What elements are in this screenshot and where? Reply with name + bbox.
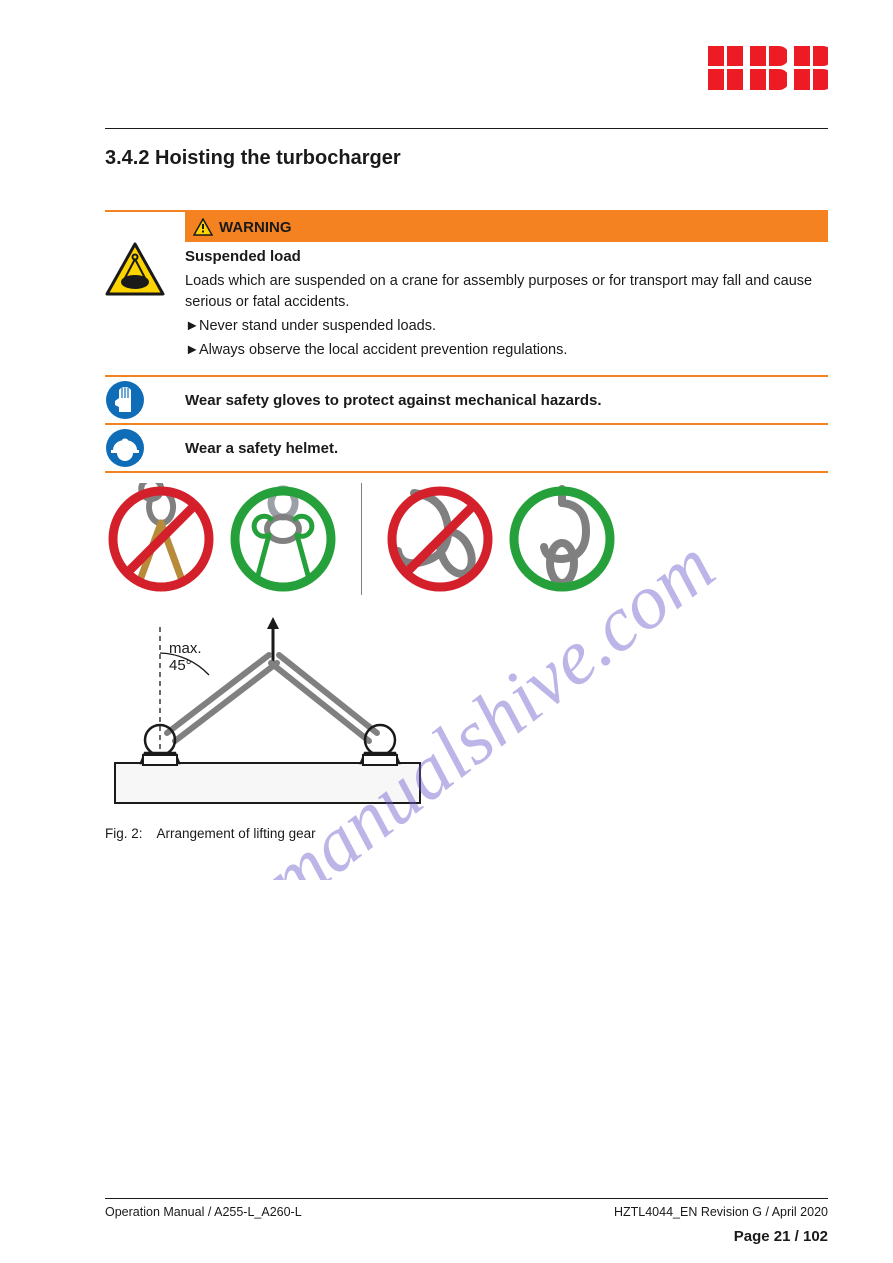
warning-heading: Suspended load	[185, 248, 828, 265]
lifting-angle-figure: max. 45° Fig. 2: Arrang	[105, 613, 828, 841]
warning-triangle-small-icon	[193, 218, 213, 236]
top-divider	[105, 128, 828, 129]
figure-caption: Arrangement of lifting gear	[157, 826, 316, 841]
warning-bullet: ►Never stand under suspended loads.	[185, 316, 828, 337]
warning-bar: WARNING	[185, 212, 828, 242]
angle-label-45: 45°	[169, 657, 192, 674]
ppe-gloves-text: Wear safety gloves to protect against me…	[185, 392, 602, 409]
page-number: Page 21 / 102	[734, 1228, 828, 1245]
footer-left-1: Operation Manual	[105, 1205, 204, 1219]
wrong-hook-angle-icon	[384, 483, 496, 595]
wrong-top-link-icon	[105, 483, 217, 595]
warning-bullet: ►Always observe the local accident preve…	[185, 340, 828, 361]
footer-right-2: April 2020	[772, 1205, 828, 1219]
gloves-icon	[105, 380, 145, 420]
suspended-load-hazard-icon	[105, 242, 165, 296]
correct-top-link-icon	[227, 483, 339, 595]
orange-rule	[105, 471, 828, 473]
page-footer: Operation Manual / A255-L_A260-L HZTL404…	[105, 1198, 828, 1219]
ppe-helmet-text: Wear a safety helmet.	[185, 440, 338, 457]
footer-right-1: HZTL4044_EN Revision G	[614, 1205, 762, 1219]
warning-bar-title: WARNING	[219, 219, 292, 236]
figure-number: Fig. 2:	[105, 826, 143, 841]
angle-label-max: max.	[169, 640, 202, 657]
hook-usage-illustration	[105, 483, 828, 595]
correct-hook-angle-icon	[506, 483, 618, 595]
warning-body: Loads which are suspended on a crane for…	[185, 271, 828, 313]
helmet-icon	[105, 428, 145, 468]
section-title: 3.4.2 Hoisting the turbocharger	[105, 147, 828, 170]
footer-left-2: A255-L_A260-L	[214, 1205, 302, 1219]
abb-logo	[708, 46, 828, 95]
